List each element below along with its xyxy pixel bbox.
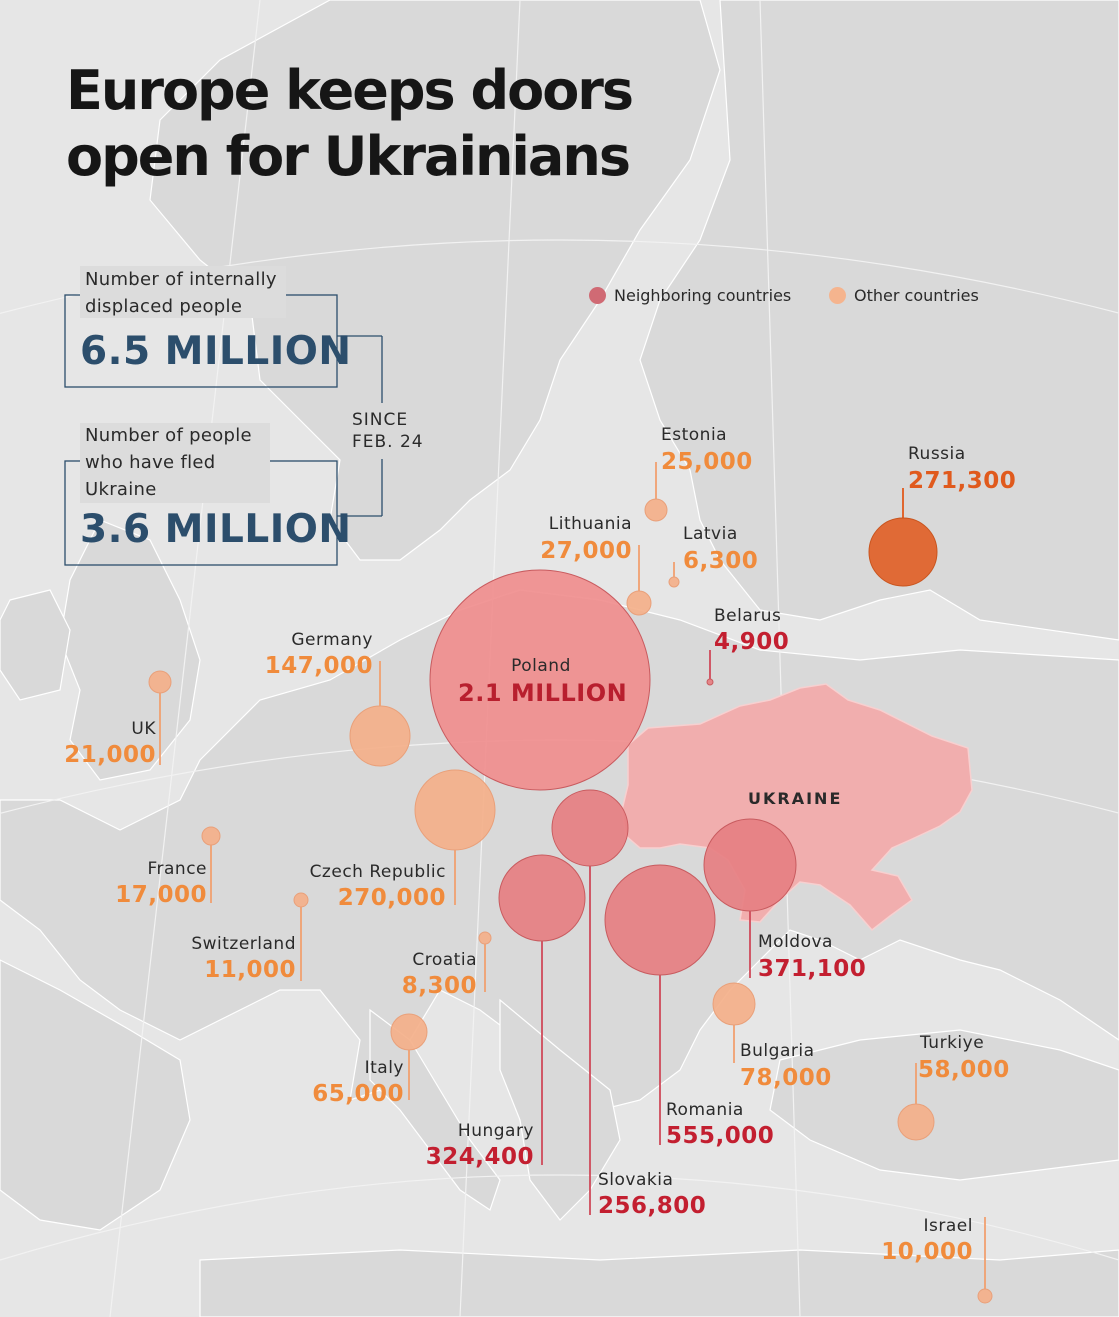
idp-label: Number of internally displaced people: [85, 266, 277, 320]
poland-bubble: [429, 569, 651, 791]
france-bubble: [201, 826, 221, 846]
hungary-bubble: [498, 854, 586, 942]
romania-name-label: Romania: [666, 1100, 744, 1120]
moldova-name-label: Moldova: [758, 932, 833, 952]
israel-bubble: [977, 1288, 993, 1304]
slovakia-bubble: [551, 789, 629, 867]
idp-value: 6.5 MILLION: [80, 329, 352, 374]
scandinavia-land: [149, 0, 721, 561]
slovakia-value-label: 256,800: [598, 1193, 707, 1219]
slovakia-name-label: Slovakia: [598, 1170, 674, 1190]
russia-name-label: Russia: [908, 444, 966, 464]
france-value-label: 17,000: [115, 882, 207, 908]
germany-bubble: [349, 705, 411, 767]
refugee-bubbles: [148, 498, 993, 1304]
czech-republic-bubble: [414, 769, 496, 851]
italy-value-label: 65,000: [312, 1081, 404, 1107]
moldova-value-label: 371,100: [758, 956, 867, 982]
switzerland-value-label: 11,000: [204, 957, 296, 983]
lithuania-name-label: Lithuania: [548, 514, 632, 534]
belarus-name-label: Belarus: [714, 606, 782, 626]
fled-label-mask: [80, 423, 270, 503]
switzerland-name-label: Switzerland: [191, 934, 296, 954]
estonia-bubble: [644, 498, 668, 522]
czech-republic-value-label: 270,000: [337, 885, 446, 911]
france-name-label: France: [147, 859, 207, 879]
ireland-land: [0, 589, 71, 701]
germany-value-label: 147,000: [264, 653, 373, 679]
czech-republic-name-label: Czech Republic: [309, 862, 446, 882]
map-title: Europe keeps doors open for Ukrainians: [66, 58, 634, 190]
since-line-2: FEB. 24: [352, 432, 424, 452]
ukraine-map-label: UKRAINE: [748, 789, 843, 808]
idp-label-line-1: Number of internally: [85, 269, 277, 290]
israel-value-label: 10,000: [881, 1239, 973, 1265]
latvia-bubble: [668, 576, 680, 588]
turkiye-bubble: [897, 1103, 935, 1141]
fled-label-line-3: Ukraine: [85, 479, 157, 500]
turkiye-name-label: Turkiye: [920, 1033, 985, 1053]
russia-bubble: [868, 517, 938, 587]
legend-other-swatch: [829, 287, 846, 304]
latvia-value-label: 6,300: [683, 548, 759, 574]
north-africa-land: [199, 1249, 1119, 1317]
belarus-value-label: 4,900: [714, 629, 790, 655]
germany-name-label: Germany: [291, 630, 373, 650]
croatia-bubble: [478, 931, 492, 945]
since-line-1: SINCE: [352, 410, 409, 430]
estonia-name-label: Estonia: [661, 425, 728, 445]
bulgaria-bubble: [712, 982, 756, 1026]
turkiye-value-label: 58,000: [918, 1057, 1010, 1083]
romania-value-label: 555,000: [666, 1123, 775, 1149]
ukraine-shape: [621, 683, 973, 932]
turkey-land: [769, 1029, 1119, 1181]
legend-other: Other countries: [829, 286, 979, 305]
idp-label-line-2: displaced people: [85, 296, 243, 317]
croatia-value-label: 8,300: [401, 973, 477, 999]
switzerland-bubble: [293, 892, 309, 908]
fled-label-line-1: Number of people: [85, 425, 252, 446]
fled-label: Number of people who have fled Ukraine: [85, 422, 252, 503]
poland-value-label: 2.1 MILLION: [458, 679, 628, 707]
leader-lines: [159, 462, 986, 1289]
moldova-bubble: [703, 818, 797, 912]
lithuania-value-label: 27,000: [540, 538, 632, 564]
fled-label-line-2: who have fled: [85, 452, 216, 473]
hungary-name-label: Hungary: [457, 1121, 534, 1141]
legend-neighboring-swatch: [589, 287, 606, 304]
title-line-2: open for Ukrainians: [66, 125, 631, 188]
uk-bubble: [148, 670, 172, 694]
bulgaria-name-label: Bulgaria: [740, 1041, 815, 1061]
poland-name-label: Poland: [511, 656, 571, 676]
belarus-bubble: [706, 678, 714, 686]
legend-other-label: Other countries: [854, 286, 979, 305]
estonia-value-label: 25,000: [661, 449, 753, 475]
romania-bubble: [604, 864, 716, 976]
croatia-name-label: Croatia: [412, 950, 477, 970]
lithuania-bubble: [626, 590, 652, 616]
bulgaria-value-label: 78,000: [740, 1065, 832, 1091]
italy-name-label: Italy: [364, 1058, 404, 1078]
finland-russia-north: [639, 0, 1119, 641]
fled-value: 3.6 MILLION: [80, 507, 352, 552]
israel-name-label: Israel: [923, 1216, 973, 1236]
stat-bracket: [337, 335, 383, 517]
iberia-land: [0, 959, 191, 1231]
hungary-value-label: 324,400: [425, 1144, 534, 1170]
legend-neighboring-label: Neighboring countries: [614, 286, 792, 305]
title-line-1: Europe keeps doors: [66, 59, 634, 122]
idp-label-mask: [80, 266, 286, 318]
uk-name-label: UK: [131, 719, 156, 739]
since-date-label: SINCE FEB. 24: [352, 409, 424, 453]
russia-value-label: 271,300: [908, 468, 1017, 494]
latvia-name-label: Latvia: [683, 524, 738, 544]
italy-bubble: [390, 1013, 428, 1051]
legend-neighboring: Neighboring countries: [589, 286, 791, 305]
uk-value-label: 21,000: [64, 742, 156, 768]
